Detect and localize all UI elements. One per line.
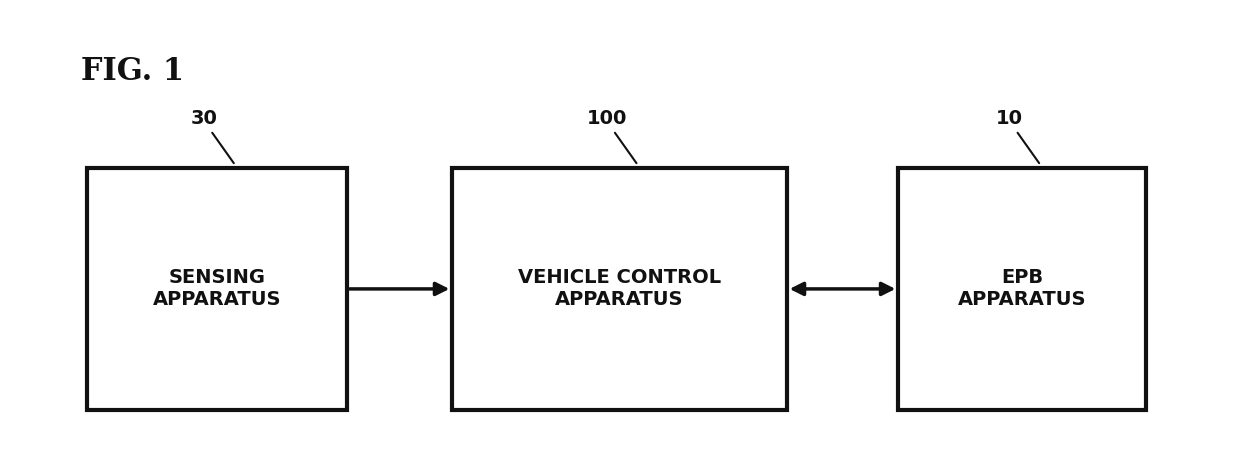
Bar <box>898 168 1146 410</box>
Text: 10: 10 <box>996 109 1023 128</box>
Text: SENSING
APPARATUS: SENSING APPARATUS <box>152 268 281 309</box>
Bar <box>87 168 347 410</box>
Text: EPB
APPARATUS: EPB APPARATUS <box>958 268 1087 309</box>
Bar <box>452 168 787 410</box>
Text: 30: 30 <box>191 109 218 128</box>
Text: VEHICLE CONTROL
APPARATUS: VEHICLE CONTROL APPARATUS <box>518 268 721 309</box>
Text: 100: 100 <box>587 109 627 128</box>
Text: FIG. 1: FIG. 1 <box>81 56 183 87</box>
